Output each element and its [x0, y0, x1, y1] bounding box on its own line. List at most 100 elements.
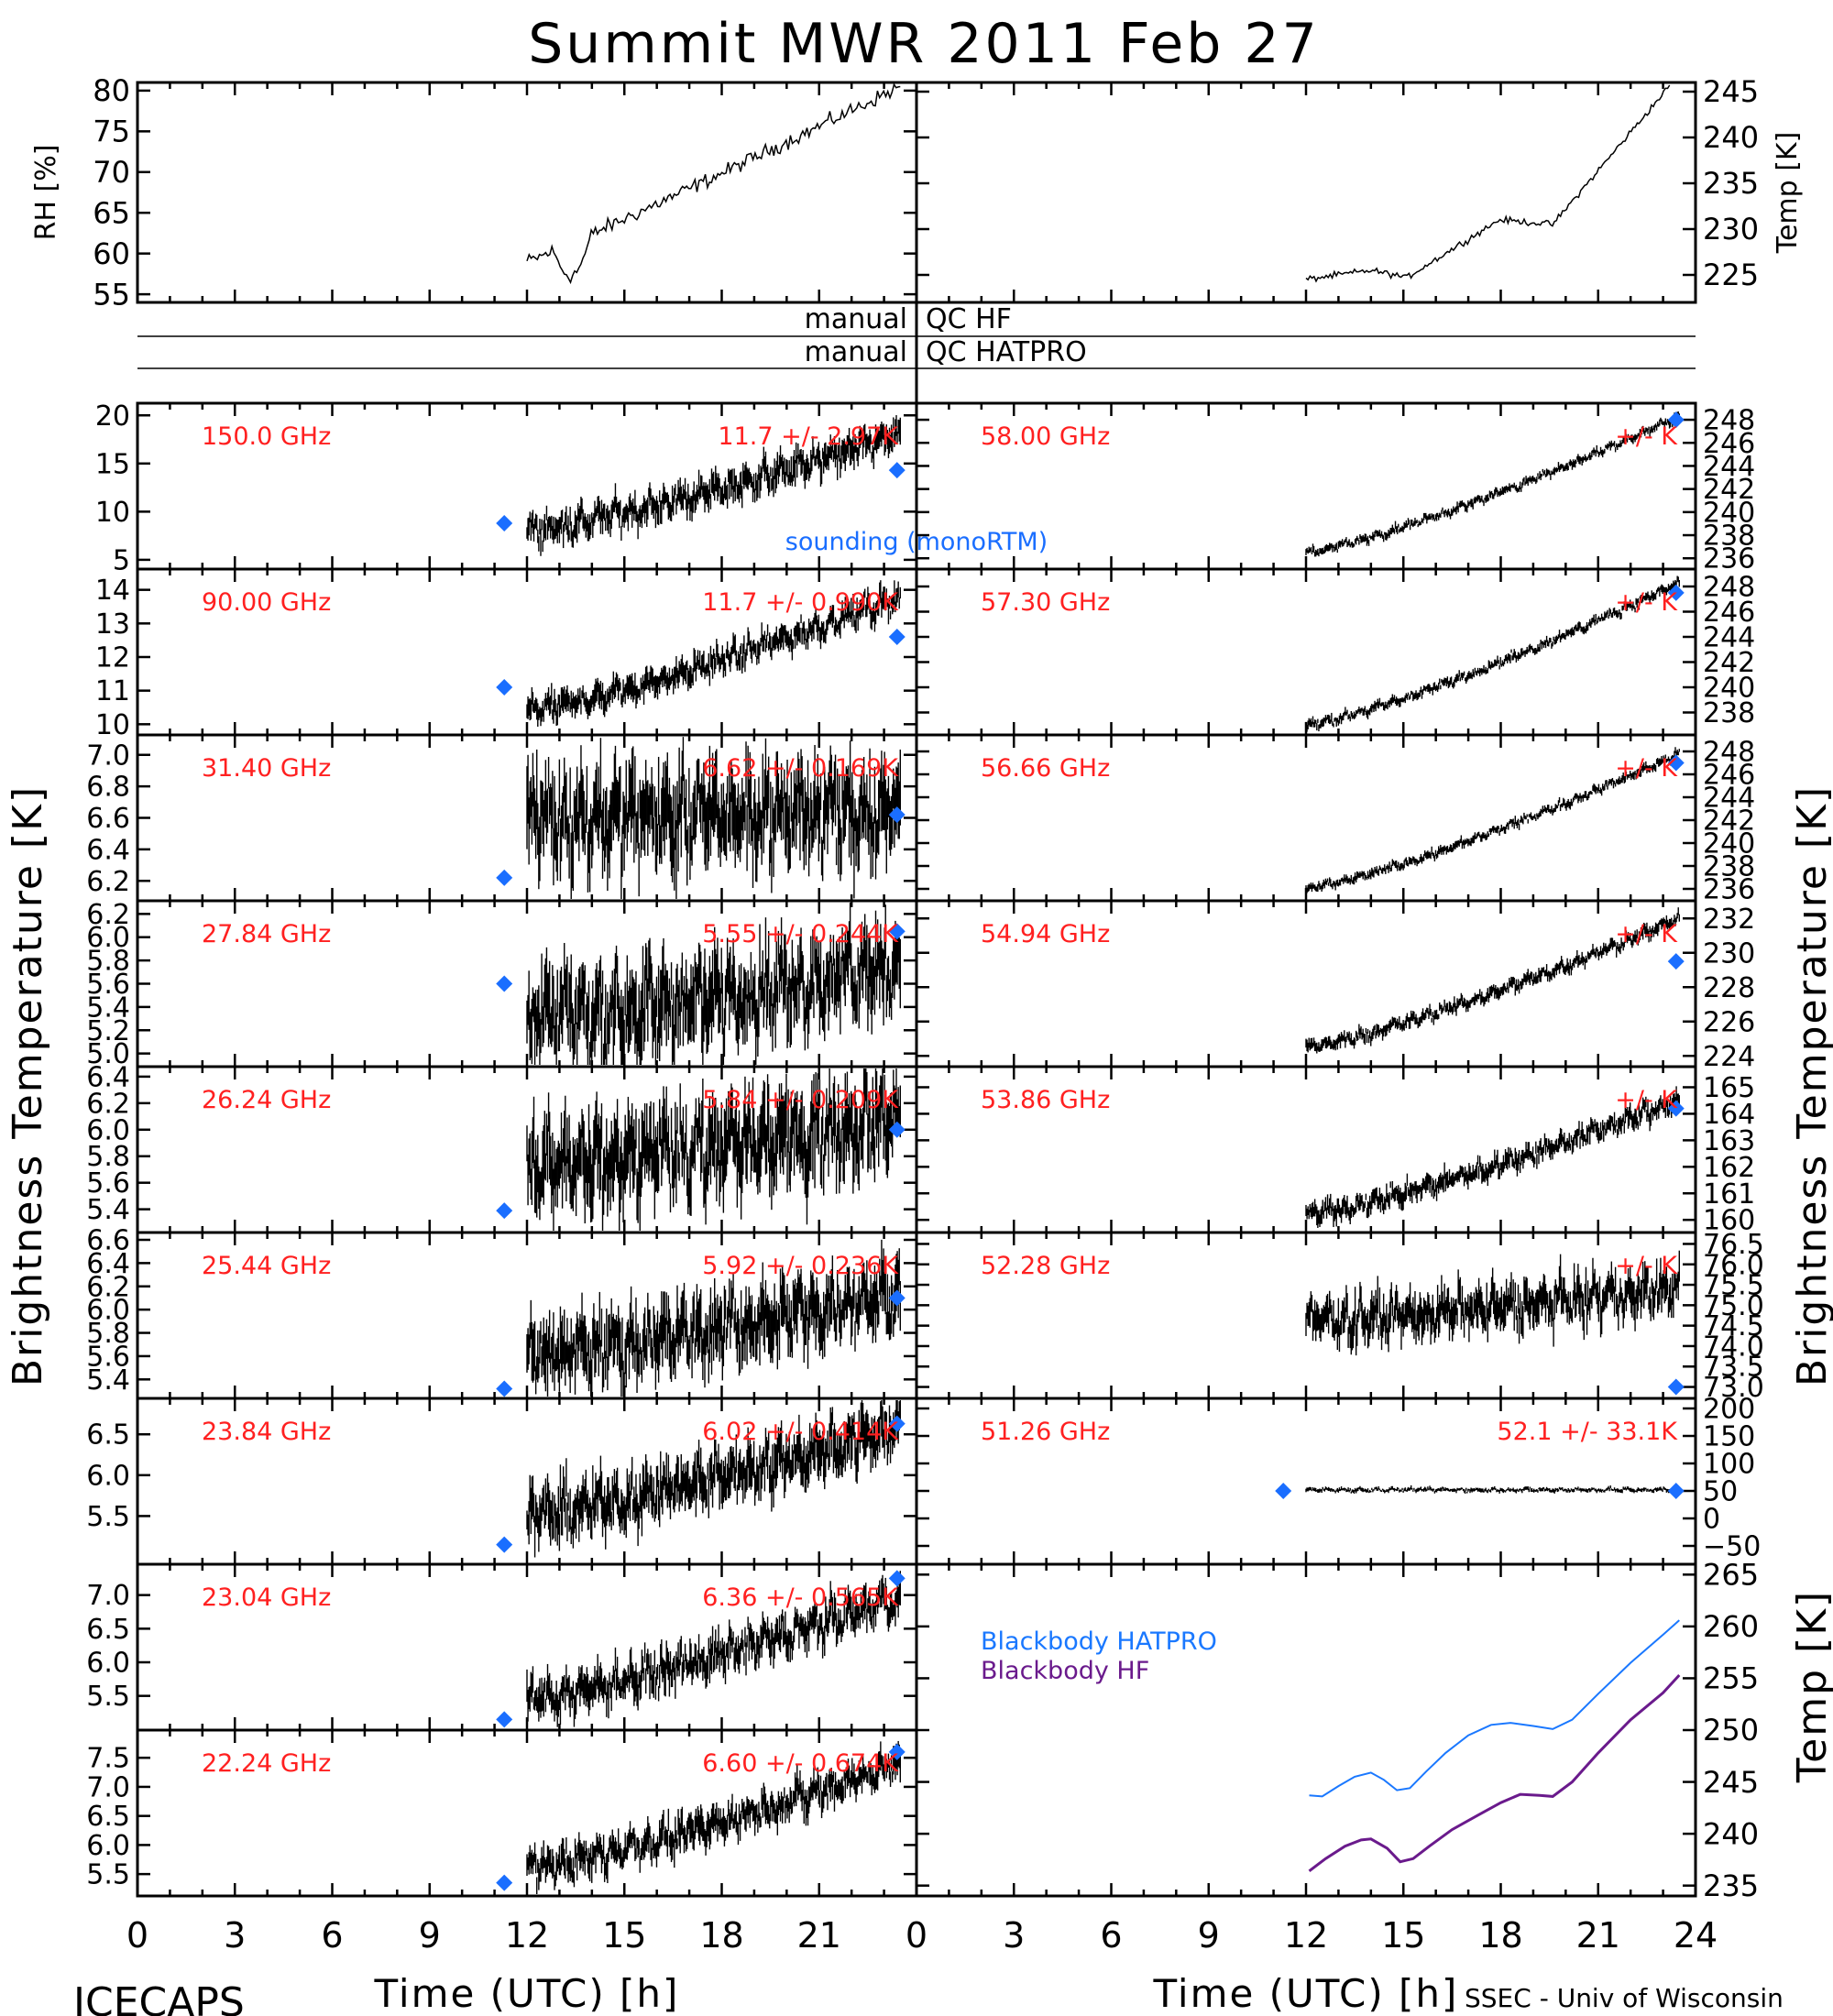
sounding-marker [496, 1536, 513, 1553]
y-tick-label: 238 [1703, 697, 1755, 729]
sounding-marker [496, 869, 513, 886]
sounding-marker [496, 975, 513, 992]
rh-axis-ticks: 55 60 65 70 75 80 [93, 73, 918, 312]
y-tick-label: 60 [93, 236, 130, 271]
sounding-marker [496, 679, 513, 696]
y-tick-label: 245 [1703, 74, 1759, 109]
channel-frequency-label: 25.44 GHz [202, 1252, 331, 1280]
sounding-marker [888, 923, 906, 940]
y-tick-label: 5.6 [86, 1341, 130, 1373]
y-tick-label: 10 [95, 709, 130, 741]
y-tick-label: 12 [95, 642, 130, 674]
y-tick-label: 6.4 [86, 1061, 130, 1093]
sounding-marker [496, 1711, 513, 1728]
sounding-marker [888, 806, 906, 824]
y-tick-label: 238 [1703, 520, 1755, 553]
sounding-marker [888, 1121, 906, 1138]
y-tick-label: 6.0 [86, 1114, 130, 1146]
channel-stat-label: 6.02 +/- 0.414K [702, 1418, 899, 1446]
qc-hatpro-label-right: QC HATPRO [926, 336, 1087, 368]
channel-frequency-label: 90.00 GHz [202, 588, 331, 617]
data-series [526, 1068, 901, 1231]
y-tick-label: 6.5 [86, 1419, 130, 1452]
data-series [526, 903, 901, 1065]
y-tick-label: 6.5 [86, 1801, 130, 1833]
y-tick-label: 5.5 [86, 1681, 130, 1713]
data-series [526, 1400, 901, 1558]
sounding-marker [888, 462, 906, 479]
y-tick-label: 5.8 [86, 946, 130, 978]
page-title: Summit MWR 2011 Feb 27 [528, 12, 1320, 76]
qc-hf-label-left: manual [805, 303, 907, 335]
channel-panel: 5.5 6.0 6.5 23.84 GHz 6.02 +/- 0.414K [86, 1397, 918, 1566]
channel-stat-label: 5.84 +/- 0.209K [702, 1086, 899, 1114]
y-tick-label: 15 [95, 448, 130, 480]
channel-panel: 5.56.06.57.07.5 22.24 GHz 6.60 +/- 0.674K [86, 1728, 918, 1898]
y-tick-label: 6.2 [86, 1088, 130, 1120]
sounding-marker [888, 1415, 906, 1432]
channel-frequency-label: 23.84 GHz [202, 1418, 331, 1446]
y-tick-label: 240 [1703, 120, 1759, 155]
data-series [526, 1740, 901, 1894]
sounding-marker [496, 1202, 513, 1220]
y-tick-label: 55 [93, 277, 130, 312]
rh-axis-label: RH [%] [30, 145, 62, 241]
y-tick-label: 5 [113, 544, 130, 576]
channel-frequency-label: 23.04 GHz [202, 1583, 331, 1612]
y-tick-label: 5.2 [86, 1015, 130, 1047]
y-tick-label: 70 [93, 155, 130, 190]
y-tick-label: 75 [93, 115, 130, 149]
sounding-marker [496, 1874, 513, 1891]
y-tick-label: 6.2 [86, 866, 130, 898]
y-tick-label: 244 [1703, 451, 1755, 483]
rh-series-line [526, 82, 901, 285]
sounding-marker [888, 629, 906, 645]
channel-stat-label: 6.36 +/- 0.565K [702, 1583, 899, 1612]
y-tick-label: 6.0 [86, 922, 130, 954]
y-tick-label: 5.4 [86, 1194, 130, 1226]
y-tick-label: 10 [95, 497, 130, 529]
channel-frequency-label: 27.84 GHz [202, 920, 331, 948]
y-tick-label: 5.4 [86, 1364, 130, 1397]
temp-panel-frame [915, 81, 1697, 304]
channel-panel: 5.45.65.86.06.26.4 26.24 GHz 5.84 +/- 0.20… [86, 1061, 918, 1234]
y-tick-label: 5.8 [86, 1141, 130, 1173]
qc-hf-label-right: QC HF [926, 303, 1012, 335]
channel-frequency-label: 150.0 GHz [202, 422, 331, 451]
y-tick-label: 5.6 [86, 969, 130, 1001]
y-tick-label: 6.2 [86, 899, 130, 931]
y-tick-label: 6.4 [86, 834, 130, 866]
channel-stat-label: 5.55 +/- 0.244K [702, 920, 899, 948]
data-series [526, 580, 901, 727]
channel-frequency-label: 58.00 GHz [981, 422, 1110, 451]
channel-stat-label: 11.7 +/- 2.97K [718, 422, 899, 451]
y-tick-label: 14 [95, 575, 130, 607]
data-series [526, 415, 901, 556]
y-tick-label: 6.8 [86, 772, 130, 804]
y-tick-label: 246 [1703, 597, 1755, 629]
channel-panel: 5.56.06.57.0 23.04 GHz 6.36 +/- 0.565K [86, 1562, 918, 1732]
channel-panel: 6.26.46.66.87.0 31.40 GHz 6.62 +/- 0.169K [86, 733, 918, 903]
temp-axis-label: Temp [K] [1772, 132, 1804, 255]
y-tick-label: 7.0 [86, 1580, 130, 1612]
channel-frequency-label: 26.24 GHz [202, 1086, 331, 1114]
y-tick-label: 246 [1703, 428, 1755, 460]
y-tick-label: 242 [1703, 647, 1755, 679]
channel-frequency-label: 31.40 GHz [202, 754, 331, 783]
channel-stat-label: 5.92 +/- 0.236K [702, 1252, 899, 1280]
channel-stat-label: +/- K [1615, 422, 1678, 451]
data-series [1305, 575, 1680, 732]
y-tick-label: 5.8 [86, 1318, 130, 1350]
y-tick-label: 5.5 [86, 1501, 130, 1533]
data-series [526, 737, 901, 899]
sounding-marker [496, 1380, 513, 1397]
y-tick-label: 6.6 [86, 1225, 130, 1257]
channel-stat-label: 6.60 +/- 0.674K [702, 1749, 899, 1778]
y-tick-label: 6.0 [86, 1295, 130, 1327]
sounding-marker [1667, 411, 1685, 429]
y-tick-label: 6.4 [86, 1248, 130, 1280]
